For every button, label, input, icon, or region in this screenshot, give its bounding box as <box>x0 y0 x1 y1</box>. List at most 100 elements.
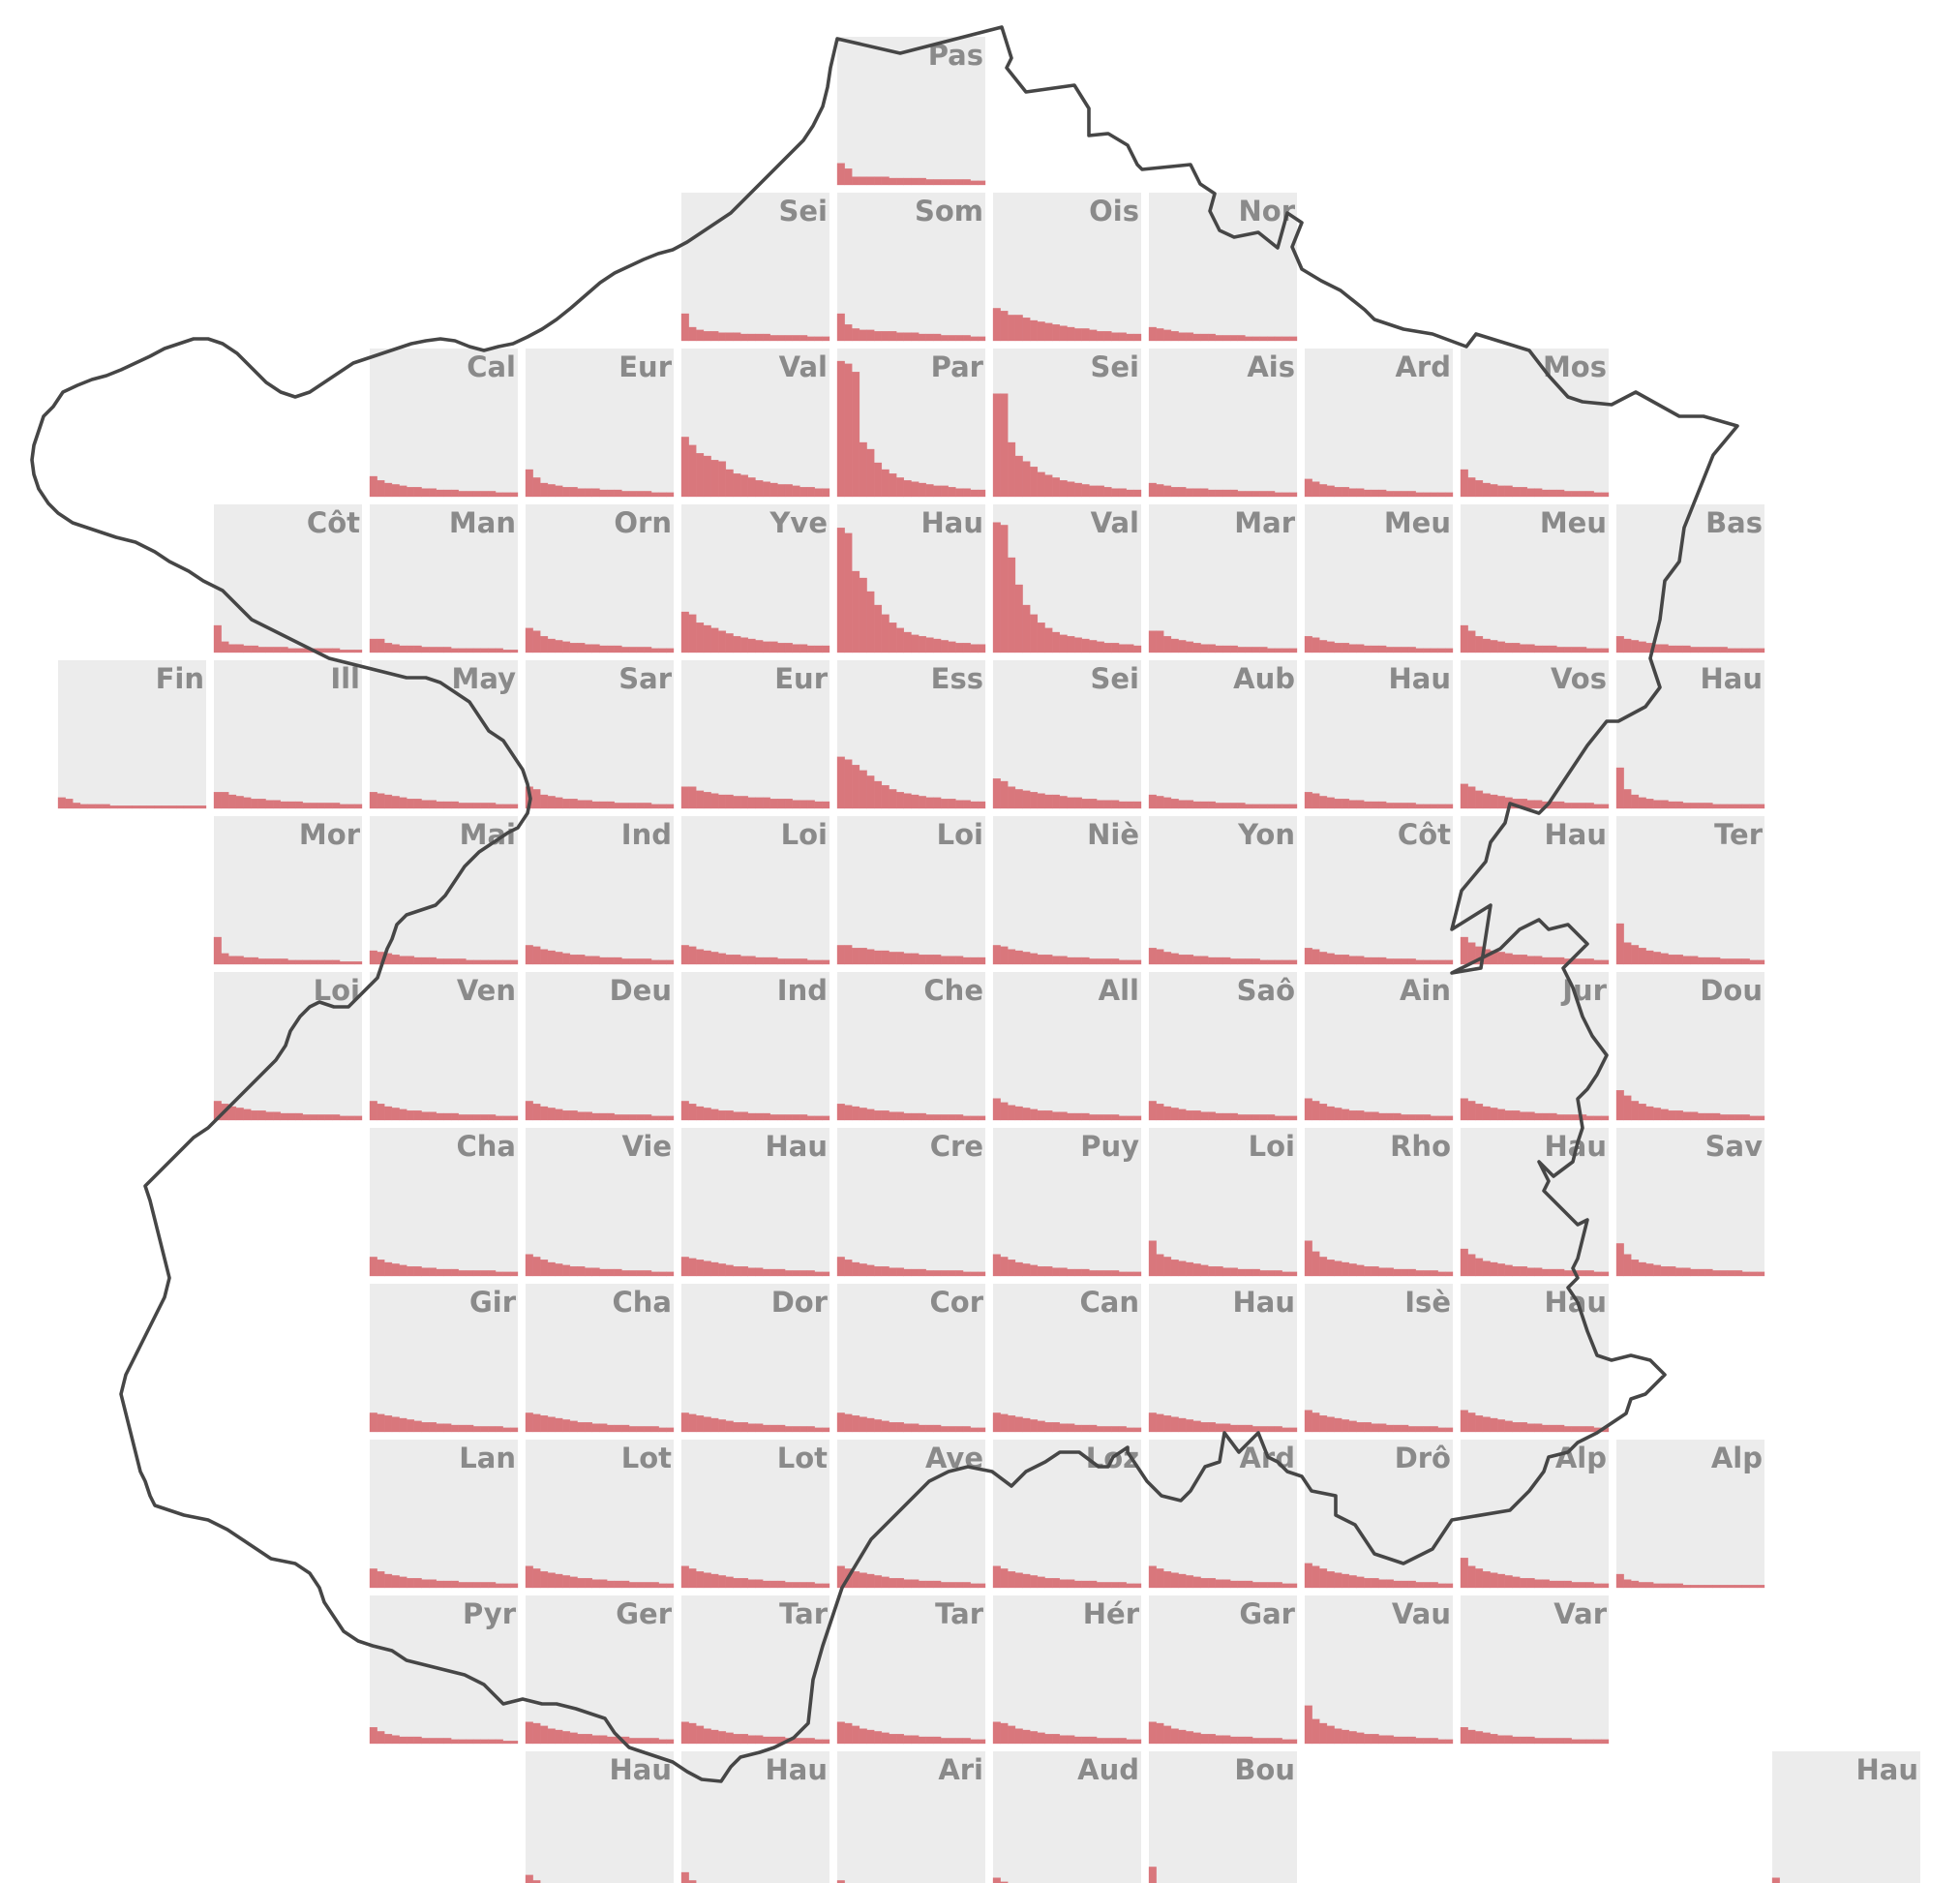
tile-bar <box>1000 393 1009 498</box>
tile-bar <box>421 957 430 965</box>
tile-bar <box>1631 1101 1640 1121</box>
tile-bar <box>1289 336 1298 342</box>
tile-bar <box>1052 324 1060 342</box>
tile-bar <box>852 1725 860 1745</box>
tile-label: Can <box>1080 1286 1140 1319</box>
tile-bar <box>1401 958 1409 965</box>
tile-bar <box>1030 1419 1039 1433</box>
tile-bar <box>940 1426 949 1433</box>
tile-bar <box>688 1880 697 1883</box>
tile-bar <box>1126 1739 1134 1745</box>
tile-bar <box>1542 1579 1550 1589</box>
tile-bar <box>585 1111 593 1121</box>
tile-bar <box>852 1571 860 1589</box>
tile-bar <box>1698 803 1705 809</box>
tile-bar <box>1653 1264 1662 1277</box>
tile-label: Orn <box>614 506 672 539</box>
tile-bar <box>1178 955 1187 965</box>
tile-bar <box>1326 1725 1335 1745</box>
tile-bar <box>1267 1738 1276 1745</box>
tile-bar <box>1245 491 1253 498</box>
tile-bar <box>577 800 586 809</box>
tile-bar <box>881 1266 890 1277</box>
tile-bar <box>1289 648 1298 653</box>
tile-bar <box>628 1426 637 1433</box>
tile-bar <box>718 1731 727 1745</box>
tile-bar <box>1089 640 1098 653</box>
department-tile: Hau <box>1460 1128 1610 1277</box>
tile-bar <box>962 179 971 186</box>
tile-bar <box>569 1576 578 1589</box>
tile-bar <box>599 801 608 809</box>
tile-bar <box>1245 804 1253 809</box>
tile-bar <box>1037 1266 1045 1277</box>
tile-bar <box>1081 1736 1090 1745</box>
tile-bar <box>799 1114 808 1121</box>
tile-bar <box>421 1422 430 1433</box>
tile-bar <box>585 1267 593 1277</box>
tile-bar <box>525 1412 533 1433</box>
tile-bar <box>777 484 786 498</box>
tile-bar <box>1563 1270 1572 1277</box>
tile-bar <box>733 1578 741 1589</box>
tile-bar <box>1497 1109 1506 1121</box>
tile-bar <box>466 648 474 653</box>
tile-bar <box>1230 1267 1238 1277</box>
tile-bar <box>725 1576 734 1589</box>
tile-bar <box>747 1423 756 1433</box>
tile-bar <box>1118 1426 1127 1433</box>
tile-bar <box>1698 1268 1705 1277</box>
tile-bar <box>429 1267 437 1277</box>
tile-bar <box>896 477 905 498</box>
tile-bar <box>650 1115 659 1121</box>
tile-bar <box>1445 1427 1454 1433</box>
tile-bar <box>1549 1268 1557 1277</box>
tile-label: Hau <box>766 1130 829 1163</box>
tile-bar <box>806 1115 815 1121</box>
tile-bar <box>599 957 608 965</box>
tile-bar <box>1407 1268 1416 1277</box>
tile-bar <box>919 1736 926 1745</box>
tile-bar <box>257 647 266 653</box>
tile-bar <box>933 1736 942 1745</box>
tile-bar <box>628 647 637 653</box>
tile-bar <box>1579 1582 1587 1589</box>
tile-bar <box>769 641 778 653</box>
tile-bar <box>919 636 926 653</box>
tile-bar <box>1445 804 1454 809</box>
tile-bar <box>472 1426 481 1433</box>
tile-bar <box>755 1423 764 1433</box>
department-tile: Ind <box>680 972 830 1121</box>
tile-bar <box>480 1114 489 1121</box>
tile-bar <box>1719 647 1728 653</box>
tile-bar <box>391 1735 400 1745</box>
tile-bar <box>740 1578 749 1589</box>
tile-bar <box>1111 800 1120 809</box>
tile-bar <box>1579 803 1587 809</box>
tile-bar <box>339 650 347 653</box>
tile-bar <box>948 1426 956 1433</box>
tile-bar <box>1741 1114 1750 1121</box>
tile-bar <box>421 1579 430 1589</box>
tile-bar <box>1690 803 1699 809</box>
tile-bar <box>725 955 734 965</box>
tile-bar <box>1000 946 1009 965</box>
tile-bar <box>1237 491 1246 498</box>
tile-bar <box>1386 1579 1394 1589</box>
tile-bar <box>458 1582 467 1589</box>
tile-bar <box>925 1270 934 1277</box>
tile-bar <box>1074 637 1082 653</box>
tile-bar <box>703 624 711 653</box>
tile-bar <box>614 803 622 809</box>
tile-bar <box>769 1114 778 1121</box>
tile-bar <box>703 1728 711 1745</box>
tile-bar <box>814 1115 823 1121</box>
department-tile: Côt <box>1304 816 1454 965</box>
tile-bar <box>354 1115 363 1121</box>
tile-bar <box>1512 1110 1521 1121</box>
tile-bar <box>733 1266 741 1277</box>
tile-bar <box>480 1739 489 1745</box>
tile-bar <box>940 179 949 186</box>
tile-bar <box>814 801 823 809</box>
tile-bar <box>1386 1112 1394 1121</box>
